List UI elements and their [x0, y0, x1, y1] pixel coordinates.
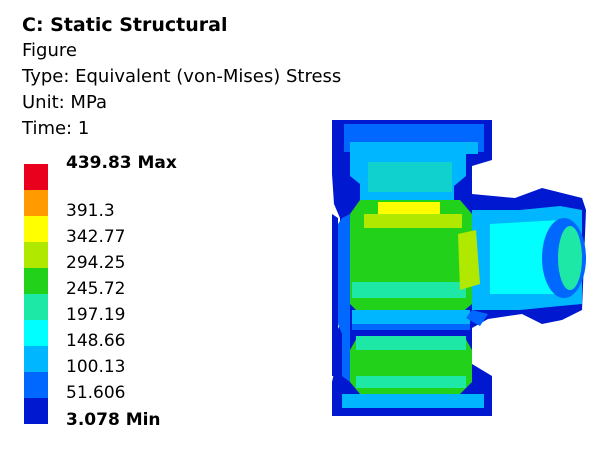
upper-neck-inner	[368, 162, 452, 192]
legend-swatch	[24, 216, 48, 242]
left-wall-edge	[332, 214, 338, 376]
result-time: Time: 1	[22, 118, 90, 139]
analysis-title: C: Static Structural	[22, 14, 228, 36]
bottom-flange	[342, 394, 484, 412]
chamber-yellow-band	[378, 202, 440, 216]
lower-chamber-aqua	[356, 376, 466, 388]
chamber-waist	[352, 310, 470, 328]
legend-swatch	[24, 268, 48, 294]
legend-swatch	[24, 294, 48, 320]
legend-swatch	[24, 190, 48, 216]
legend-swatch	[24, 346, 48, 372]
legend-swatch	[24, 242, 48, 268]
stress-contour-model[interactable]	[320, 114, 590, 439]
legend-label: 245.72	[66, 279, 126, 299]
legend-swatch	[24, 320, 48, 346]
legend-label: 148.66	[66, 331, 126, 351]
legend-label: 100.13	[66, 357, 126, 377]
left-wall	[338, 214, 350, 382]
legend-label-min: 3.078 Min	[66, 410, 161, 430]
result-subtitle: Figure	[22, 40, 77, 61]
legend-label: 51.606	[66, 383, 126, 403]
legend-label: 391.3	[66, 201, 115, 221]
lower-chamber-cyan	[356, 336, 466, 350]
legend-swatch	[24, 164, 48, 190]
chamber-yellowgreen-band	[364, 214, 462, 228]
result-header: C: Static Structural Figure Type: Equiva…	[22, 12, 341, 142]
side-branch-inner	[490, 220, 560, 294]
legend-label: 294.25	[66, 253, 126, 273]
branch-junction-stress	[458, 230, 480, 290]
result-unit: Unit: MPa	[22, 92, 108, 113]
chamber-cyan-band	[352, 282, 466, 298]
legend-label: 197.19	[66, 305, 126, 325]
side-branch-bore	[558, 226, 582, 290]
chamber-waist-dark	[352, 324, 470, 330]
legend-label: 342.77	[66, 227, 126, 247]
bottom-flange-dark	[334, 408, 490, 416]
legend-swatch	[24, 372, 48, 398]
legend-swatch	[24, 398, 48, 424]
legend-label-max: 439.83 Max	[66, 153, 177, 173]
result-type: Type: Equivalent (von-Mises) Stress	[22, 66, 342, 87]
top-flange-highlight	[350, 142, 478, 154]
branch-junction-edge	[466, 310, 488, 326]
